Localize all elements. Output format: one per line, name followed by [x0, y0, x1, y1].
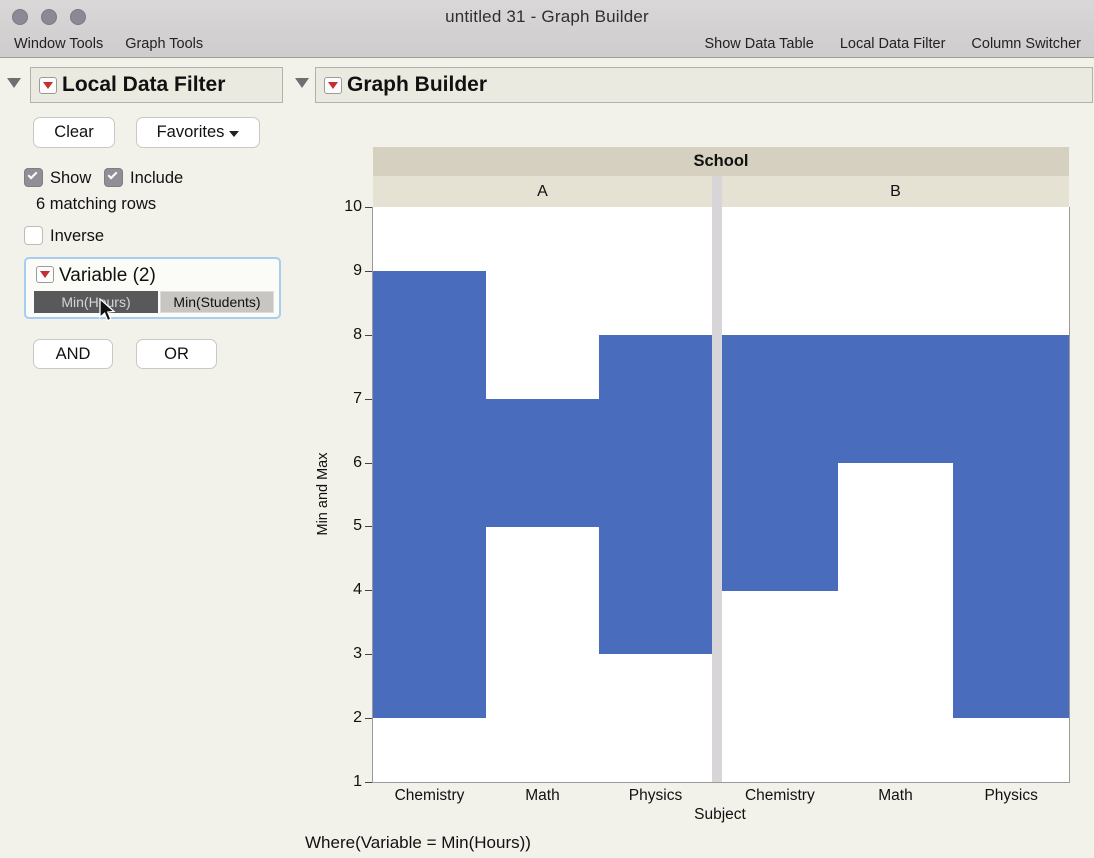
where-clause-text: Where(Variable = Min(Hours)): [305, 833, 531, 852]
include-checkbox-label: Include: [130, 169, 184, 187]
favorites-button[interactable]: Favorites: [136, 117, 260, 148]
checkmark-icon: [107, 169, 118, 180]
panel-label-B[interactable]: B: [722, 176, 1069, 207]
bar-a-math[interactable]: [486, 399, 599, 527]
show-checkbox[interactable]: [24, 168, 43, 187]
graph-builder-title: Graph Builder: [347, 73, 488, 96]
menu-window-tools[interactable]: Window Tools: [14, 36, 104, 52]
x-tick-label: Math: [878, 787, 913, 804]
include-checkbox[interactable]: [104, 168, 123, 187]
inverse-checkbox-label: Inverse: [50, 227, 105, 245]
red-triangle-menu-icon[interactable]: [36, 266, 54, 283]
menu-bar-right: Show Data Table Local Data Filter Column…: [704, 36, 1081, 52]
x-axis-title[interactable]: Subject: [694, 806, 746, 823]
close-button[interactable]: [12, 9, 28, 25]
red-triangle-menu-icon[interactable]: [39, 76, 57, 94]
y-tick-mark: [365, 271, 373, 272]
y-tick-mark: [365, 207, 373, 208]
mouse-cursor: [99, 298, 116, 322]
graph-builder-header: Graph Builder: [315, 67, 1093, 103]
y-tick-label: 1: [353, 773, 362, 790]
local-data-filter-title: Local Data Filter: [62, 73, 226, 96]
caret-down-icon: [229, 130, 240, 137]
x-axis-line: [372, 782, 1070, 783]
y-tick-mark: [365, 654, 373, 655]
y-tick-mark: [365, 463, 373, 464]
x-tick-label: Math: [525, 787, 560, 804]
x-tick-label: Physics: [628, 787, 683, 804]
favorites-button-label: Favorites: [156, 123, 225, 141]
menu-bar-left: Window Tools Graph Tools: [14, 36, 203, 52]
y-tick-label: 7: [353, 389, 362, 407]
y-tick-label: 4: [353, 581, 362, 599]
y-tick-mark: [365, 718, 373, 719]
or-button[interactable]: OR: [136, 339, 217, 369]
panel-divider: [712, 176, 722, 782]
matching-rows-status: 6 matching rows: [36, 195, 157, 213]
red-triangle-menu-icon[interactable]: [324, 76, 342, 94]
and-button-label: AND: [55, 344, 91, 363]
plot-panel-B: [722, 207, 1069, 782]
bar-a-chemistry[interactable]: [373, 271, 486, 718]
checkmark-icon: [27, 169, 38, 180]
minimize-button[interactable]: [41, 9, 57, 25]
y-tick-mark: [365, 526, 373, 527]
disclosure-triangle-icon[interactable]: [295, 78, 309, 88]
y-tick-mark: [365, 335, 373, 336]
clear-button-label: Clear: [54, 123, 94, 141]
title-bar: untitled 31 - Graph Builder Window Tools…: [0, 0, 1094, 58]
clear-button[interactable]: Clear: [33, 117, 115, 148]
y-tick-label: 8: [353, 325, 362, 343]
show-checkbox-label: Show: [50, 169, 92, 187]
menu-graph-tools[interactable]: Graph Tools: [125, 36, 204, 52]
y-tick-label: 10: [344, 198, 362, 215]
and-button[interactable]: AND: [33, 339, 113, 369]
variable-filter-title: Variable (2): [59, 265, 156, 286]
bar-b-math[interactable]: [838, 335, 953, 463]
y-tick-label: 9: [353, 261, 362, 279]
zoom-button[interactable]: [70, 9, 86, 25]
menu-column-switcher[interactable]: Column Switcher: [971, 36, 1081, 52]
panel-label-A[interactable]: A: [373, 176, 712, 207]
filter-value-min-students[interactable]: Min(Students): [160, 291, 274, 313]
y-tick-label: 2: [353, 709, 362, 727]
or-button-label: OR: [164, 344, 189, 363]
bar-b-chemistry[interactable]: [722, 335, 838, 591]
local-data-filter-header: Local Data Filter: [30, 67, 283, 103]
y-tick-label: 6: [353, 453, 362, 471]
y-tick-mark: [365, 782, 373, 783]
filter-value-min-hours[interactable]: Min(Hours): [34, 291, 158, 313]
y-tick-label: 3: [353, 645, 362, 663]
plot-right-border: [1069, 207, 1070, 783]
panel-group-header[interactable]: School: [373, 147, 1069, 176]
y-tick-mark: [365, 590, 373, 591]
panel-group-label: School: [693, 152, 749, 170]
y-tick-label: 5: [353, 517, 362, 535]
bar-b-physics[interactable]: [953, 335, 1069, 718]
x-tick-label: Chemistry: [394, 787, 465, 804]
x-tick-label: Physics: [984, 787, 1038, 804]
variable-filter-group: Variable (2) Min(Hours) Min(Students): [24, 257, 281, 319]
disclosure-triangle-icon[interactable]: [7, 78, 21, 88]
inverse-checkbox[interactable]: [24, 226, 43, 245]
menu-local-data-filter[interactable]: Local Data Filter: [839, 36, 946, 52]
plot-panel-A: [373, 207, 712, 782]
bar-a-physics[interactable]: [599, 335, 712, 654]
y-axis-title[interactable]: Min and Max: [315, 452, 331, 536]
menu-show-data-table[interactable]: Show Data Table: [704, 36, 814, 52]
y-axis-line: [372, 207, 373, 783]
y-tick-mark: [365, 399, 373, 400]
x-tick-label: Chemistry: [744, 787, 815, 804]
window-title: untitled 31 - Graph Builder: [445, 7, 649, 26]
